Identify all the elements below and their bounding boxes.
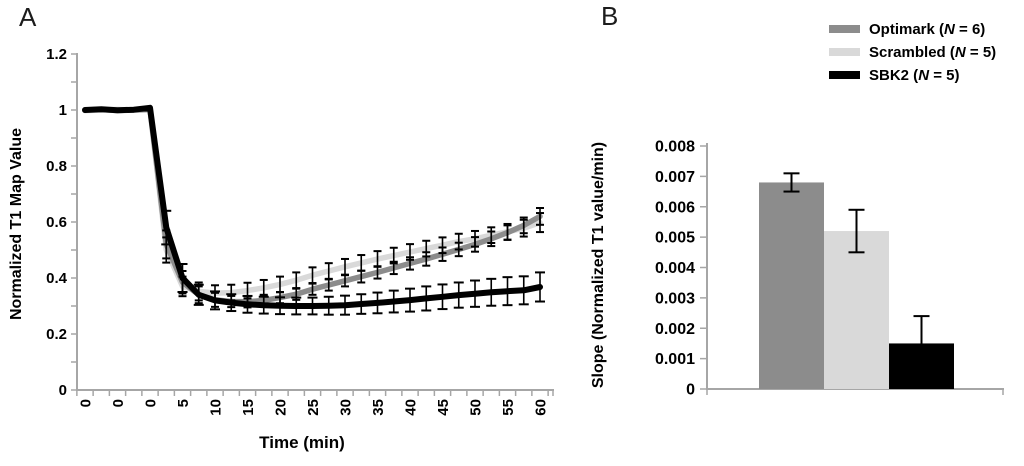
legend-item-sbk2: SBK2 (N = 5) — [829, 66, 996, 84]
panel-a-x-tick-label: 50 — [468, 399, 485, 416]
panel-a-x-tick-label: 20 — [273, 399, 290, 416]
panel-b-y-tick-label: 0.008 — [655, 139, 695, 156]
legend: Optimark (N = 6) Scrambled (N = 5) SBK2 … — [829, 20, 996, 89]
legend-swatch-optimark — [829, 25, 860, 33]
panel-a-x-tick-label: 25 — [305, 399, 322, 416]
panel-a-label: A — [19, 2, 37, 32]
panel-a-x-tick-label: 0 — [143, 399, 160, 407]
panel-a-y-tick-label: 1.2 — [46, 46, 67, 63]
panel-a-y-tick-label: 0.6 — [46, 214, 67, 231]
legend-label-optimark: Optimark (N = 6) — [869, 20, 986, 38]
panel-a-x-tick-label: 15 — [240, 399, 257, 416]
panel-b-y-tick-label: 0.003 — [655, 290, 695, 307]
series-line-sbk2 — [82, 104, 543, 309]
bar-scrambled — [824, 231, 889, 389]
panel-a-x-tick-label: 45 — [435, 399, 452, 416]
panel-a-y-tick-label: 1 — [59, 102, 67, 119]
panel-a-x-tick-label: 60 — [533, 399, 550, 416]
panel-a-x-tick-label: 5 — [175, 399, 192, 407]
panel-a-x-tick-label: 10 — [208, 399, 225, 416]
panel-b-y-tick-label: 0.005 — [655, 230, 695, 247]
legend-item-optimark: Optimark (N = 6) — [829, 20, 996, 38]
panel-a-x-tick-label: 35 — [370, 399, 387, 416]
legend-label-sbk2: SBK2 (N = 5) — [869, 66, 960, 84]
panel-a-y-tick-label: 0.4 — [46, 270, 68, 287]
panel-a-x-axis-title: Time (min) — [259, 433, 345, 452]
panel-a-x-tick-label: 30 — [338, 399, 355, 416]
panel-b-y-tick-label: 0.006 — [655, 199, 695, 216]
panel-a-x-tick-label: 40 — [403, 399, 420, 416]
panel-a-x-tick-label: 0 — [78, 399, 95, 407]
legend-label-scrambled: Scrambled (N = 5) — [869, 43, 997, 61]
panel-a-y-tick-label: 0 — [59, 382, 67, 399]
panel-b-y-tick-label: 0.004 — [655, 260, 695, 277]
legend-item-scrambled: Scrambled (N = 5) — [829, 43, 996, 61]
legend-swatch-sbk2 — [829, 71, 860, 79]
panel-b-label: B — [601, 1, 619, 31]
panel-a-y-tick-label: 0.8 — [46, 158, 67, 175]
panel-b-y-tick-label: 0.002 — [655, 321, 695, 338]
panel-b-y-tick-label: 0.007 — [655, 169, 695, 186]
panel-a-x-tick-label: 55 — [500, 399, 517, 416]
panel-b-y-tick-label: 0 — [686, 382, 695, 399]
legend-swatch-scrambled — [829, 48, 860, 56]
panel-a-y-tick-label: 0.2 — [46, 326, 67, 343]
panel-a-x-tick-label: 0 — [110, 399, 127, 407]
panel-b-y-tick-label: 0.001 — [655, 351, 695, 368]
bar-optimark — [759, 182, 824, 389]
